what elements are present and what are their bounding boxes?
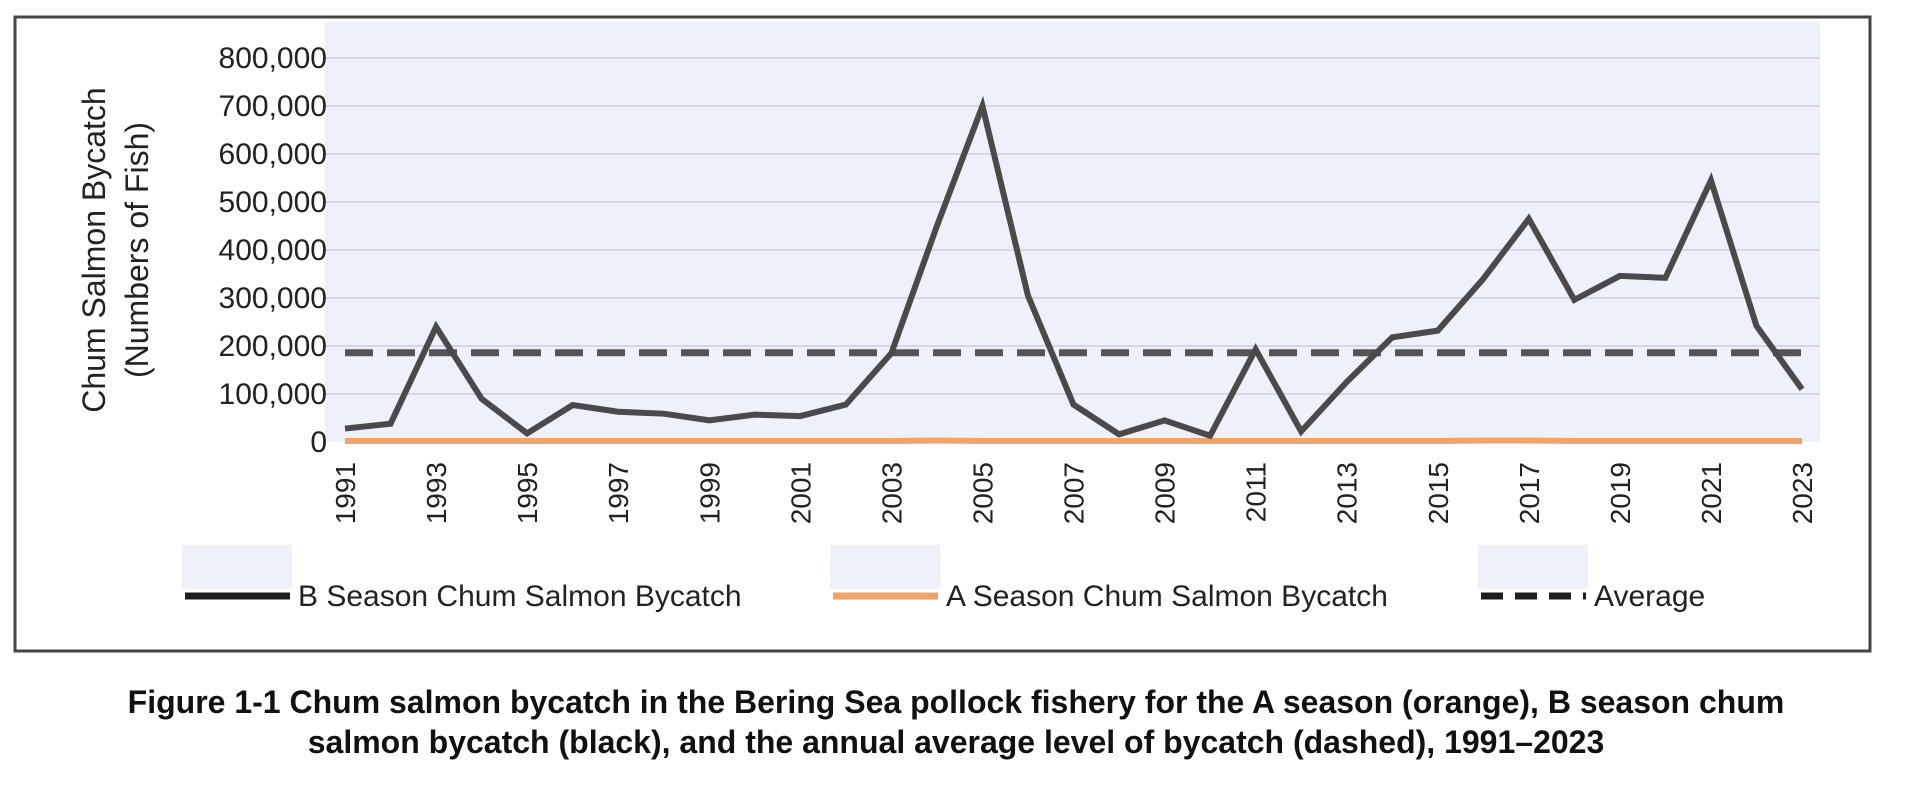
y-tick-label: 800,000 (219, 42, 327, 75)
x-tick-label: 1999 (694, 462, 725, 524)
legend-label-a-season: A Season Chum Salmon Bycatch (946, 580, 1388, 613)
y-axis-label-line-2: (Numbers of Fish) (119, 122, 155, 378)
y-tick-label: 700,000 (219, 90, 327, 123)
x-tick-label: 2011 (1241, 462, 1272, 522)
gridlines (325, 57, 1820, 395)
x-tick-label: 2005 (967, 462, 998, 524)
chart: 0 100,000 200,000 300,000 400,000 500,000 600,… (13, 15, 1872, 653)
y-tick-label: 200,000 (219, 330, 327, 363)
legend-swatch-bg-average (1478, 545, 1588, 589)
y-tick-label: 400,000 (219, 234, 327, 267)
x-tick-label: 2007 (1059, 462, 1090, 524)
x-tick-label: 2013 (1332, 462, 1363, 524)
x-tick-label: 2001 (785, 462, 816, 524)
plot-background (325, 22, 1820, 442)
series-line-b-season-chum-salmon-bycatch (344, 95, 1805, 440)
legend-label-average: Average (1594, 580, 1705, 613)
y-axis-label-line-1: Chum Salmon Bycatch (76, 87, 112, 412)
figure-caption-line-2: salmon bycatch (black), and the annual a… (307, 724, 1605, 760)
legend: B Season Chum Salmon Bycatch A Season Ch… (182, 545, 1705, 613)
legend-swatch-bg-b-season (182, 545, 292, 589)
x-tick-label: 2017 (1514, 462, 1545, 524)
legend-swatch-bg-a-season (830, 545, 940, 589)
y-tick-label: 100,000 (219, 378, 327, 411)
x-tick-label: 1997 (603, 462, 634, 524)
y-tick-label: 600,000 (219, 138, 327, 171)
x-tick-label: 2023 (1787, 462, 1818, 524)
x-tick-label: 1991 (330, 462, 361, 524)
y-tick-label: 0 (310, 426, 327, 459)
y-axis-ticks: 0 100,000 200,000 300,000 400,000 500,000 600,… (219, 42, 327, 459)
x-tick-label: 2019 (1605, 462, 1636, 524)
x-tick-label: 2003 (876, 462, 907, 524)
y-tick-label: 500,000 (219, 186, 327, 219)
figure-caption-line-1: Figure 1-1 Chum salmon bycatch in the Be… (127, 684, 1785, 720)
legend-label-b-season: B Season Chum Salmon Bycatch (298, 580, 742, 613)
x-tick-label: 1995 (512, 462, 543, 524)
x-tick-label: 2015 (1423, 462, 1454, 524)
y-tick-label: 300,000 (219, 282, 327, 315)
x-axis-ticks: 1991 1993 1995 1997 1999 2001 2003 2005 2007 2009… (330, 462, 1818, 524)
x-tick-label: 2021 (1696, 462, 1727, 524)
x-tick-label: 1993 (421, 462, 452, 524)
series (344, 95, 1805, 445)
x-tick-label: 2009 (1150, 462, 1181, 524)
